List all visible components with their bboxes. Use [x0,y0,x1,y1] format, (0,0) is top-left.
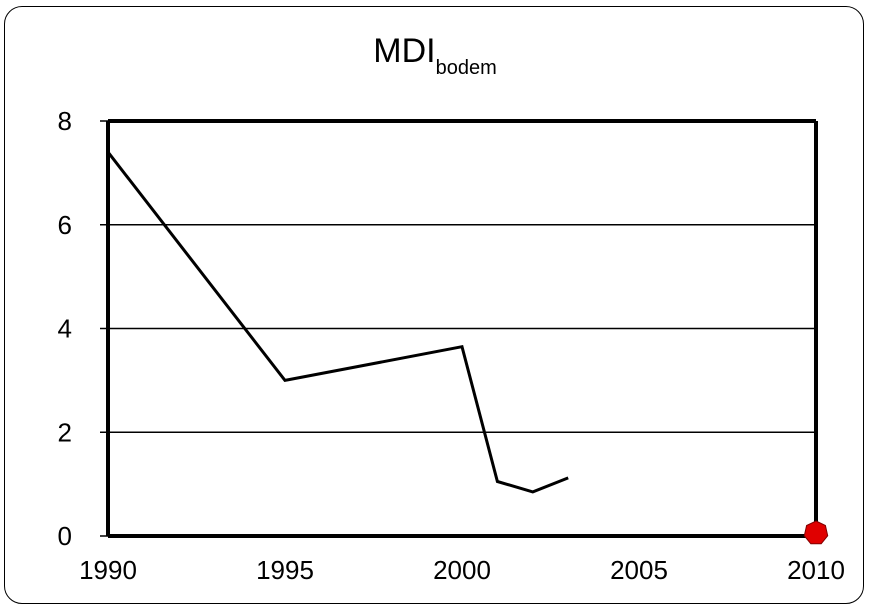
y-tick-label-4: 4 [58,314,72,344]
plot-area [100,119,818,538]
chart-title: MDIbodem [373,32,496,79]
chart-frame [4,6,864,604]
tick-labels: 0 2 4 6 8 1990 1995 2000 2005 2010 [58,106,845,585]
x-tick-label-2010: 2010 [787,555,845,585]
marker-layer [803,520,829,545]
x-tick-label-1990: 1990 [79,555,137,585]
series-line-0 [106,151,569,494]
chart-title-main: MDI [373,32,435,70]
x-tick-label-2000: 2000 [433,555,491,585]
y-tick-label-8: 8 [58,106,72,136]
y-tick-label-2: 2 [58,417,72,447]
target-marker-2010 [803,520,829,545]
x-tick-label-1995: 1995 [256,555,314,585]
y-tick-label-0: 0 [58,521,72,551]
grid-lines [108,224,816,433]
series-layer [106,151,569,494]
chart-title-subscript: bodem [436,57,497,79]
x-tick-label-2005: 2005 [610,555,668,585]
y-tick-label-6: 6 [58,210,72,240]
